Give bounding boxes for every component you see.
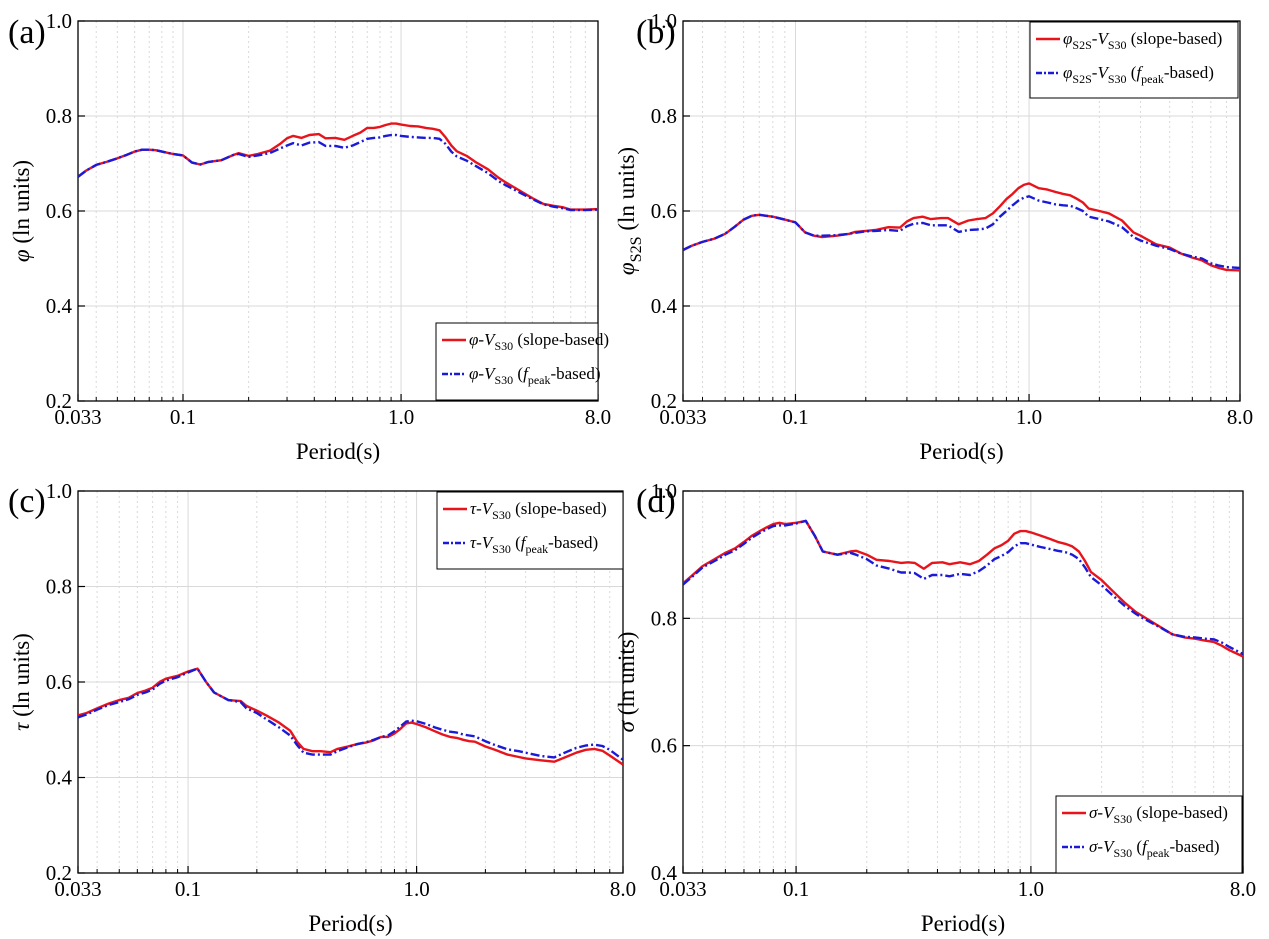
x-tick-label: 8.0 <box>1230 877 1256 901</box>
y-tick-label: 0.8 <box>46 104 72 128</box>
x-axis-label: Period(s) <box>308 911 392 936</box>
panel-label: (b) <box>636 14 676 51</box>
y-tick-label: 0.4 <box>651 294 678 318</box>
legend-label-fpeak-based: φS2S-VS30 (fpeak-based) <box>1063 63 1214 86</box>
y-axis-label: φS2S (ln units) <box>614 147 645 275</box>
x-tick-label: 0.1 <box>175 877 201 901</box>
series-line-fpeak-based <box>683 195 1240 270</box>
legend: φS2S-VS30 (slope-based) φS2S-VS30 (fpeak-… <box>1029 21 1239 99</box>
series-line-slope-based <box>683 519 1243 658</box>
y-axis-label-group: τ (ln units) <box>9 633 34 731</box>
x-tick-label: 8.0 <box>1227 405 1253 429</box>
x-tick-label: 0.1 <box>782 405 808 429</box>
legend-label-slope-based: σ-VS30 (slope-based) <box>1089 803 1228 826</box>
x-tick-label: 0.033 <box>54 405 101 429</box>
series-line-slope-based <box>683 182 1240 272</box>
y-tick-label: 0.4 <box>651 861 678 885</box>
x-tick-label: 0.1 <box>170 405 196 429</box>
panel-c: 0.033 0.1 1.0 8.0 0.2 0.4 0.6 0.8 1.0 Period(s) τ … <box>9 479 636 936</box>
panel-label: (a) <box>8 14 46 51</box>
y-tick-label: 1.0 <box>651 9 677 33</box>
y-axis-label: τ (ln units) <box>9 633 34 731</box>
panel-a: 0.033 0.1 1.0 8.0 0.2 0.4 0.6 0.8 1.0 Period(s) φ … <box>9 9 611 464</box>
x-tick-label: 8.0 <box>610 877 636 901</box>
x-tick-label: 0.033 <box>659 405 706 429</box>
y-tick-label: 1.0 <box>651 479 677 503</box>
y-tick-label: 1.0 <box>46 479 72 503</box>
x-axis-label: Period(s) <box>921 911 1005 936</box>
y-tick-label: 0.6 <box>651 734 677 758</box>
y-axis-label-group: σ (ln units) <box>614 632 639 733</box>
y-tick-label: 0.4 <box>46 294 73 318</box>
legend: τ-VS30 (slope-based) τ-VS30 (fpeak-based) <box>436 491 624 570</box>
legend-label-fpeak-based: τ-VS30 (fpeak-based) <box>470 533 598 556</box>
x-axis-label: Period(s) <box>919 439 1003 464</box>
y-axis-label: φ (ln units) <box>9 160 34 262</box>
x-tick-label: 8.0 <box>585 405 611 429</box>
y-tick-label: 0.2 <box>651 389 677 413</box>
y-tick-label: 0.8 <box>651 104 677 128</box>
y-tick-label: 0.6 <box>651 199 677 223</box>
legend-box <box>1055 795 1243 874</box>
x-tick-label: 1.0 <box>388 405 414 429</box>
axes-frame <box>682 490 1244 874</box>
y-tick-label: 0.8 <box>651 606 677 630</box>
panel-label: (c) <box>8 483 46 520</box>
x-tick-label: 1.0 <box>403 877 429 901</box>
y-tick-label: 1.0 <box>46 9 72 33</box>
y-tick-label: 0.6 <box>46 670 72 694</box>
grid <box>683 490 1243 874</box>
legend: φ-VS30 (slope-based) φ-VS30 (fpeak-based) <box>435 322 609 401</box>
y-tick-label: 0.6 <box>46 199 72 223</box>
panel-d: 0.033 0.1 1.0 8.0 0.4 0.6 0.8 1.0 Period(s) σ (ln… <box>614 479 1256 936</box>
x-tick-label: 1.0 <box>1018 877 1044 901</box>
x-tick-label: 0.033 <box>54 877 101 901</box>
y-tick-label: 0.2 <box>46 389 72 413</box>
series-line-fpeak-based <box>78 133 598 212</box>
y-tick-label: 0.2 <box>46 861 72 885</box>
series-line-fpeak-based <box>78 667 623 761</box>
legend-label-fpeak-based: σ-VS30 (fpeak-based) <box>1089 837 1219 860</box>
y-tick-label: 0.4 <box>46 766 73 790</box>
legend-box <box>436 491 624 570</box>
legend-box <box>435 322 599 401</box>
legend-box <box>1029 21 1239 99</box>
x-tick-label: 1.0 <box>1016 405 1042 429</box>
series-line-fpeak-based <box>683 519 1243 656</box>
series-line-slope-based <box>78 122 598 211</box>
legend-label-slope-based: φS2S-VS30 (slope-based) <box>1063 29 1222 52</box>
y-axis-label-group: φS2S (ln units) <box>614 147 645 275</box>
y-axis-label: σ (ln units) <box>614 632 639 733</box>
x-tick-label: 0.1 <box>783 877 809 901</box>
y-axis-label-group: φ (ln units) <box>9 160 34 262</box>
legend-label-slope-based: φ-VS30 (slope-based) <box>469 330 609 353</box>
panel-label: (d) <box>636 483 676 520</box>
legend-label-slope-based: τ-VS30 (slope-based) <box>470 499 607 522</box>
x-axis-label: Period(s) <box>296 439 380 464</box>
y-tick-label: 0.8 <box>46 575 72 599</box>
legend-label-fpeak-based: φ-VS30 (fpeak-based) <box>469 364 601 387</box>
panel-b: 0.033 0.1 1.0 8.0 0.2 0.4 0.6 0.8 1.0 Period(s) φS… <box>614 9 1253 464</box>
x-tick-label: 0.033 <box>659 877 706 901</box>
legend: σ-VS30 (slope-based) σ-VS30 (fpeak-based) <box>1055 795 1243 874</box>
